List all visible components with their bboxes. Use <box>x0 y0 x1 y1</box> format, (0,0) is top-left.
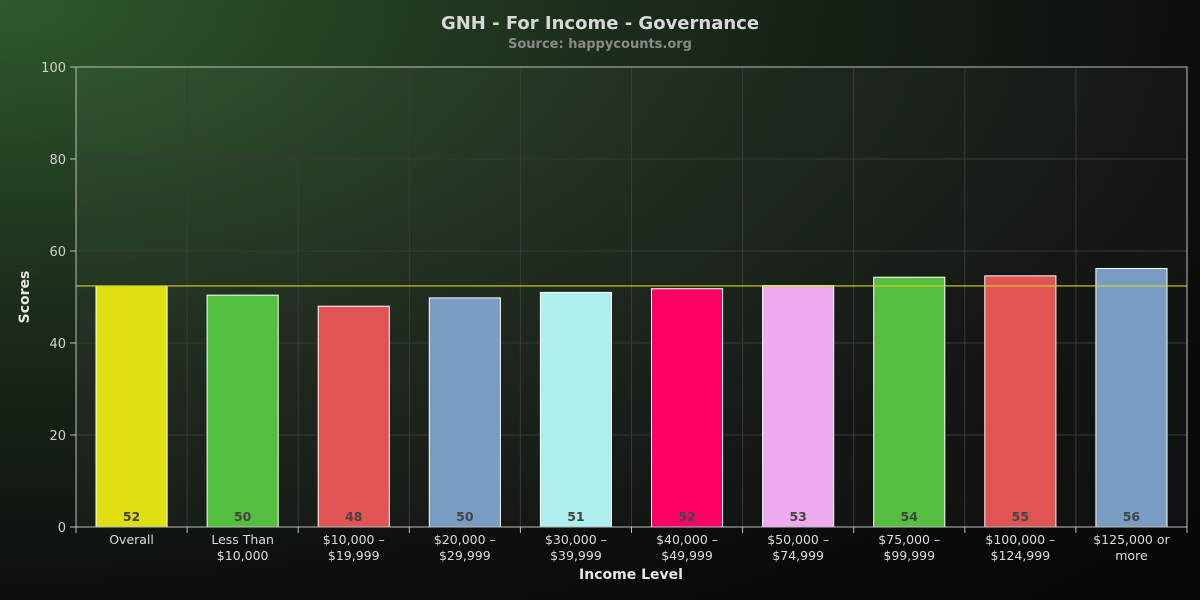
x-tick-label-line: $20,000 – <box>434 532 496 547</box>
bar <box>206 294 279 528</box>
x-tick-label: Overall <box>109 532 154 547</box>
x-tick-label: $30,000 – $39,999 <box>545 532 607 563</box>
bar-value-label: 52 <box>678 509 695 524</box>
bar-value-label: 50 <box>456 509 474 524</box>
x-tick-label-line: $49,999 <box>661 548 713 563</box>
x-tick-label-line: $100,000 – <box>985 532 1055 547</box>
bar <box>984 275 1057 528</box>
x-tick-label-line: $125,000 or <box>1093 532 1170 547</box>
chart-subtitle: Source: happycounts.org <box>508 37 692 52</box>
bar-value-label: 53 <box>789 509 806 524</box>
y-tick-label: 20 <box>49 429 66 444</box>
x-tick-label-line: $30,000 – <box>545 532 607 547</box>
x-tick-label: $10,000 – $19,999 <box>323 532 385 563</box>
x-tick-label-line: $39,999 <box>550 548 602 563</box>
x-axis-title: Income Level <box>579 567 683 583</box>
y-axis-title: Scores <box>17 271 33 324</box>
plot-area: 0 20 40 60 80 100 52 50 48 50 51 52 53 54 55 56 Overall L… <box>41 61 1188 563</box>
x-tick-label-line: $10,000 – <box>323 532 385 547</box>
bar <box>95 285 168 528</box>
x-tick-label-line: $19,999 <box>328 548 380 563</box>
bar-value-label: 54 <box>901 509 919 524</box>
x-tick-label-line: $74,999 <box>772 548 824 563</box>
bar-value-label: 55 <box>1012 509 1029 524</box>
x-tick-label-line: $99,999 <box>883 548 935 563</box>
x-tick-label: Less Than $10,000 <box>211 532 274 563</box>
x-tick-label: $75,000 – $99,999 <box>878 532 940 563</box>
bar <box>873 276 946 528</box>
bar-value-label: 50 <box>234 509 252 524</box>
x-tick-label-line: Overall <box>109 532 154 547</box>
x-tick-label-line: $10,000 <box>217 548 269 563</box>
x-tick-label: $40,000 – $49,999 <box>656 532 718 563</box>
y-tick-label: 100 <box>41 61 66 76</box>
bar-value-label: 52 <box>123 509 140 524</box>
x-tick-label: $100,000 – $124,999 <box>985 532 1055 563</box>
chart-title: GNH - For Income - Governance <box>441 13 759 34</box>
bar <box>1095 267 1168 528</box>
x-tick-label-line: $75,000 – <box>878 532 940 547</box>
bar <box>428 297 501 528</box>
y-tick-label: 80 <box>49 153 66 168</box>
bar-value-label: 48 <box>345 509 362 524</box>
x-tick-label-line: more <box>1115 548 1148 563</box>
bar-value-label: 56 <box>1123 509 1141 524</box>
bar-value-label: 51 <box>567 509 584 524</box>
y-tick-label: 0 <box>58 521 66 536</box>
x-tick-label-line: Less Than <box>211 532 274 547</box>
x-tick-label-line: $50,000 – <box>767 532 829 547</box>
x-tick-label: $20,000 – $29,999 <box>434 532 496 563</box>
y-tick-label: 60 <box>49 245 66 260</box>
y-tick-label: 40 <box>49 337 66 352</box>
x-tick-label-line: $29,999 <box>439 548 491 563</box>
bar <box>650 288 724 528</box>
x-tick-label-line: $40,000 – <box>656 532 718 547</box>
x-tick-label-line: $124,999 <box>991 548 1051 563</box>
bar <box>762 285 835 528</box>
bar <box>317 305 390 528</box>
x-tick-label: $125,000 or more <box>1093 532 1170 563</box>
x-tick-label: $50,000 – $74,999 <box>767 532 829 563</box>
bar <box>539 291 613 528</box>
